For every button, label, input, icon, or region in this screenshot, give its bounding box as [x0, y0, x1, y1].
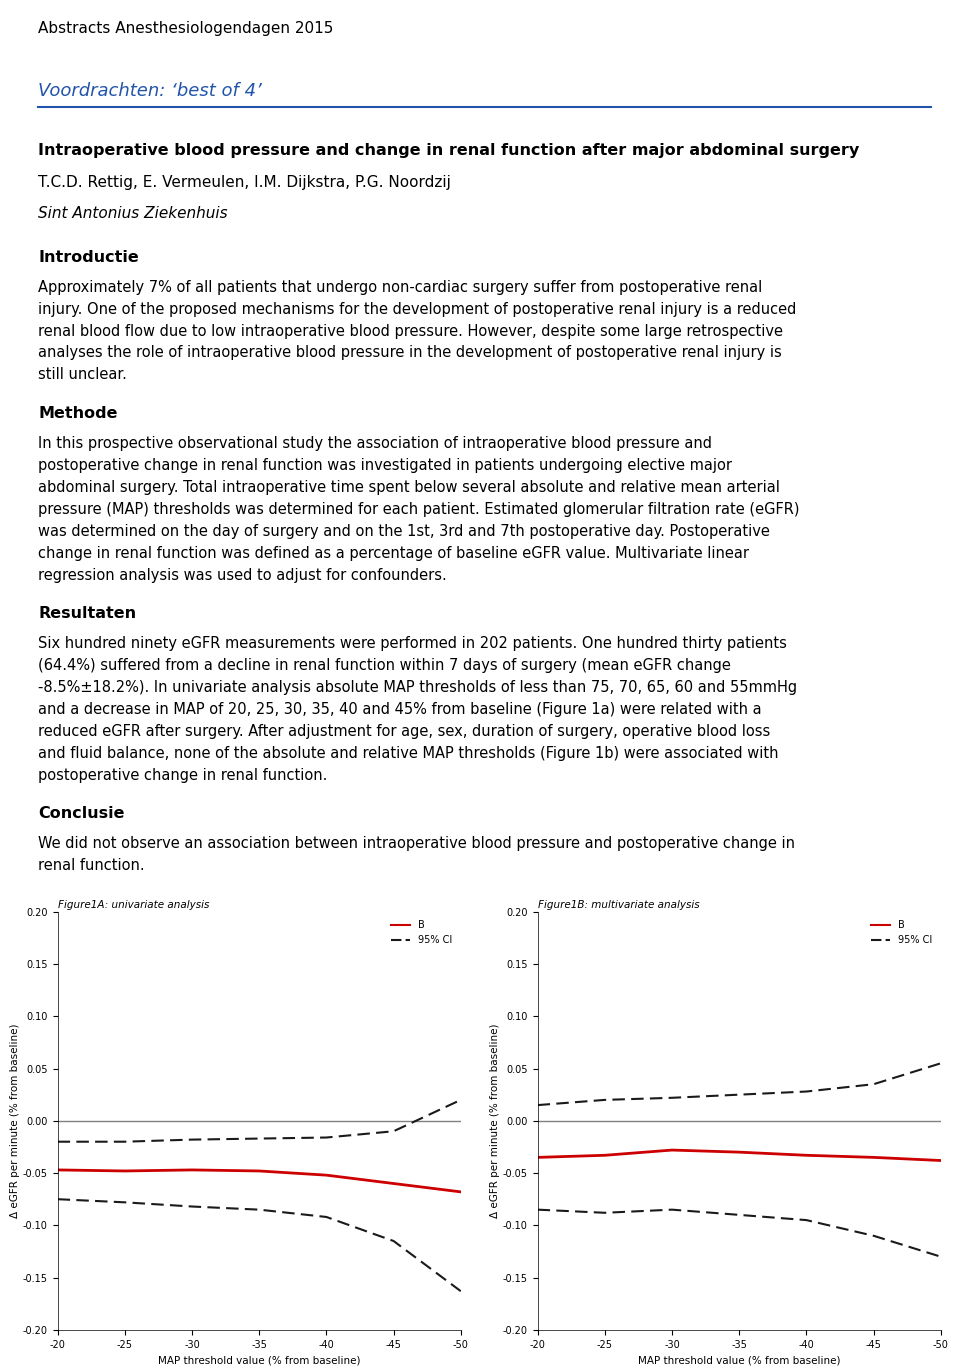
X-axis label: MAP threshold value (% from baseline): MAP threshold value (% from baseline): [638, 1355, 840, 1366]
Text: Six hundred ninety eGFR measurements were performed in 202 patients. One hundred: Six hundred ninety eGFR measurements wer…: [38, 636, 787, 651]
Text: We did not observe an association between intraoperative blood pressure and post: We did not observe an association betwee…: [38, 836, 796, 851]
Text: pressure (MAP) thresholds was determined for each patient. Estimated glomerular : pressure (MAP) thresholds was determined…: [38, 502, 800, 517]
Text: Figure1A: univariate analysis: Figure1A: univariate analysis: [58, 899, 209, 909]
X-axis label: MAP threshold value (% from baseline): MAP threshold value (% from baseline): [158, 1355, 360, 1366]
Text: Sint Antonius Ziekenhuis: Sint Antonius Ziekenhuis: [38, 206, 228, 221]
Text: Resultaten: Resultaten: [38, 606, 136, 621]
Text: and fluid balance, none of the absolute and relative MAP thresholds (Figure 1b) : and fluid balance, none of the absolute …: [38, 746, 779, 761]
Text: T.C.D. Rettig, E. Vermeulen, I.M. Dijkstra, P.G. Noordzij: T.C.D. Rettig, E. Vermeulen, I.M. Dijkst…: [38, 175, 451, 191]
Text: regression analysis was used to adjust for confounders.: regression analysis was used to adjust f…: [38, 568, 447, 583]
Text: change in renal function was defined as a percentage of baseline eGFR value. Mul: change in renal function was defined as …: [38, 546, 750, 561]
Text: still unclear.: still unclear.: [38, 367, 128, 383]
Text: was determined on the day of surgery and on the 1st, 3rd and 7th postoperative d: was determined on the day of surgery and…: [38, 524, 770, 539]
Text: -8.5%±18.2%). In univariate analysis absolute MAP thresholds of less than 75, 70: -8.5%±18.2%). In univariate analysis abs…: [38, 680, 798, 695]
Text: analyses the role of intraoperative blood pressure in the development of postope: analyses the role of intraoperative bloo…: [38, 345, 782, 361]
Text: (64.4%) suffered from a decline in renal function within 7 days of surgery (mean: (64.4%) suffered from a decline in renal…: [38, 658, 732, 673]
Text: Approximately 7% of all patients that undergo non-cardiac surgery suffer from po: Approximately 7% of all patients that un…: [38, 280, 762, 295]
Legend: B, 95% CI: B, 95% CI: [387, 917, 456, 949]
Text: and a decrease in MAP of 20, 25, 30, 35, 40 and 45% from baseline (Figure 1a) we: and a decrease in MAP of 20, 25, 30, 35,…: [38, 702, 762, 717]
Text: renal blood flow due to low intraoperative blood pressure. However, despite some: renal blood flow due to low intraoperati…: [38, 324, 783, 339]
Text: renal function.: renal function.: [38, 858, 145, 873]
Text: injury. One of the proposed mechanisms for the development of postoperative rena: injury. One of the proposed mechanisms f…: [38, 302, 797, 317]
Text: Introductie: Introductie: [38, 250, 139, 265]
Y-axis label: Δ eGFR per minute (% from baseline): Δ eGFR per minute (% from baseline): [11, 1024, 20, 1217]
Text: In this prospective observational study the association of intraoperative blood : In this prospective observational study …: [38, 436, 712, 451]
Text: postoperative change in renal function.: postoperative change in renal function.: [38, 768, 327, 783]
Y-axis label: Δ eGFR per minute (% from baseline): Δ eGFR per minute (% from baseline): [491, 1024, 500, 1217]
Text: Abstracts Anesthesiologendagen 2015: Abstracts Anesthesiologendagen 2015: [38, 21, 334, 36]
Text: Methode: Methode: [38, 406, 118, 421]
Text: postoperative change in renal function was investigated in patients undergoing e: postoperative change in renal function w…: [38, 458, 732, 473]
Text: Voordrachten: ‘best of 4’: Voordrachten: ‘best of 4’: [38, 82, 262, 100]
Text: reduced eGFR after surgery. After adjustment for age, sex, duration of surgery, : reduced eGFR after surgery. After adjust…: [38, 724, 771, 739]
Legend: B, 95% CI: B, 95% CI: [867, 917, 936, 949]
Text: Figure1B: multivariate analysis: Figure1B: multivariate analysis: [538, 899, 699, 909]
Text: abdominal surgery. Total intraoperative time spent below several absolute and re: abdominal surgery. Total intraoperative …: [38, 480, 780, 495]
Text: Intraoperative blood pressure and change in renal function after major abdominal: Intraoperative blood pressure and change…: [38, 143, 859, 158]
Text: Conclusie: Conclusie: [38, 806, 125, 821]
